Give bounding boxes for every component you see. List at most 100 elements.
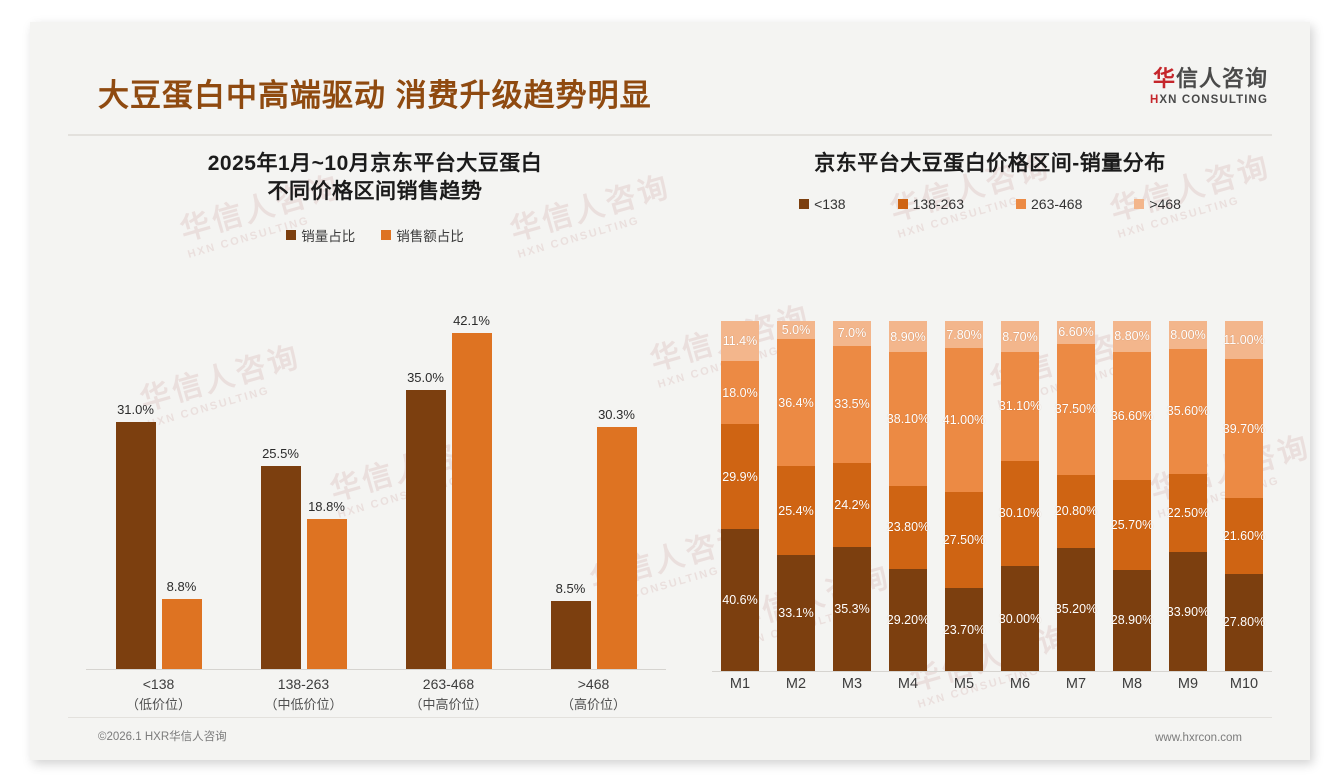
stack-segment-263-468: 41.00% xyxy=(943,348,985,492)
bar-销量占比-263-468[interactable]: 35.0% xyxy=(405,370,446,669)
month-label-M7: M7 xyxy=(1065,676,1087,692)
stack-value-label: 23.80% xyxy=(886,520,930,535)
stack-value-label: 38.10% xyxy=(886,411,930,426)
stack-segment-263-468: 37.50% xyxy=(1055,343,1097,476)
bar-销量占比-<138[interactable]: 31.0% xyxy=(115,402,156,669)
bar-value-label: 18.8% xyxy=(308,498,345,514)
stack-segment->468: 7.80% xyxy=(945,321,983,349)
stack-segment-263-468: 36.60% xyxy=(1111,351,1153,480)
stack-value-label: 7.0% xyxy=(837,326,867,341)
stack-segment->468: 11.4% xyxy=(721,321,759,362)
x-axis-category-labels: <138 （低价位） 138-263 （中低价位） 263-468 （中高价位） >468 （… xyxy=(86,674,666,734)
stacked-column-M3[interactable]: 7.0% 33.5% 24.2% 35.3% xyxy=(833,321,871,671)
bar-销售额占比-263-468[interactable]: 42.1% xyxy=(451,313,492,669)
stacked-column-M6[interactable]: 8.70% 31.10% 30.10% 30.00% xyxy=(998,321,1042,671)
stack-segment->468: 8.80% xyxy=(1113,321,1151,352)
stacked-column-M5[interactable]: 7.80% 41.00% 27.50% 23.70% xyxy=(942,321,986,671)
category-label-138-263: 138-263 （中低价位） xyxy=(264,674,342,715)
grouped-bar-plot: <138 （低价位） 138-263 （中低价位） 263-468 （中高价位） >468 （… xyxy=(86,270,666,712)
left-chart-legend: 销量占比 销售额占比 xyxy=(70,225,680,245)
bar-value-label: 35.0% xyxy=(407,369,444,385)
stack-segment-<138: 33.90% xyxy=(1166,552,1210,671)
category-label->468: >468 （高价位） xyxy=(561,674,626,715)
legend-swatch-icon xyxy=(1016,199,1026,210)
stack-segment-<138: 33.1% xyxy=(777,555,815,671)
stack-value-label: 8.80% xyxy=(1114,329,1150,344)
stack-segment-138-263: 25.70% xyxy=(1111,479,1153,570)
bar-group: 35.0% 42.1% xyxy=(376,270,521,669)
legend-swatch-icon xyxy=(286,229,297,240)
category-label-263-468: 263-468 （中高价位） xyxy=(409,674,487,715)
bar-value-label: 8.5% xyxy=(555,581,586,597)
bar-销售额占比->468[interactable]: 30.3% xyxy=(596,407,637,669)
x-axis-line xyxy=(712,671,1272,672)
stack-value-label: 5.0% xyxy=(781,323,811,338)
stack-segment->468: 11.00% xyxy=(1223,320,1265,360)
legend-item->468[interactable]: >468 xyxy=(1134,196,1181,212)
stacked-column-M10[interactable]: 11.00% 39.70% 21.60% 27.80% xyxy=(1222,320,1266,671)
stacked-column-M4[interactable]: 8.90% 38.10% 23.80% 29.20% xyxy=(886,321,930,671)
page-title: 大豆蛋白中高端驱动 消费升级趋势明显 xyxy=(98,78,652,113)
stack-value-label: 33.90% xyxy=(1166,604,1210,619)
stack-value-label: 27.50% xyxy=(942,532,986,547)
stack-value-label: 11.4% xyxy=(722,334,758,349)
chart-panel-price-trend: 2025年1月~10月京东平台大豆蛋白 不同价格区间销售趋势 销量占比 销售额占比… xyxy=(70,150,680,712)
stack-value-label: 30.10% xyxy=(998,506,1042,521)
legend-item-<138[interactable]: <138 xyxy=(799,196,846,212)
stack-value-label: 27.80% xyxy=(1222,615,1266,630)
stack-segment-<138: 30.00% xyxy=(998,566,1042,671)
stack-value-label: 8.70% xyxy=(1002,329,1038,344)
category-label-main: <138 xyxy=(142,676,175,692)
stack-segment-<138: 35.20% xyxy=(1055,547,1097,671)
bar-销售额占比-138-263[interactable]: 18.8% xyxy=(306,499,347,669)
stack-value-label: 22.50% xyxy=(1166,505,1210,520)
logo-en-mark: H xyxy=(1149,94,1160,106)
legend-item-138-263[interactable]: 138-263 xyxy=(897,196,964,212)
bar-value-label: 25.5% xyxy=(262,445,299,461)
stack-value-label: 23.70% xyxy=(942,622,986,637)
bar-rect xyxy=(596,427,637,669)
bar-销量占比-138-263[interactable]: 25.5% xyxy=(260,446,301,669)
stack-value-label: 40.6% xyxy=(722,592,758,607)
legend-item-销售额占比[interactable]: 销售额占比 xyxy=(381,225,464,245)
stacked-column-M2[interactable]: 5.0% 36.4% 25.4% 33.1% xyxy=(777,321,815,671)
stack-value-label: 8.90% xyxy=(890,329,926,344)
stack-value-label: 29.20% xyxy=(886,612,930,627)
stack-segment-138-263: 29.9% xyxy=(721,424,759,529)
legend-item-销量占比[interactable]: 销量占比 xyxy=(286,225,355,245)
bar-value-label: 8.8% xyxy=(166,578,197,594)
right-chart-legend: <138 138-263 263-468 >468 xyxy=(690,196,1290,212)
stack-value-label: 30.00% xyxy=(998,611,1042,626)
footer-website: www.hxrcon.com xyxy=(1155,732,1242,744)
category-label-sub: （中高价位） xyxy=(409,697,488,712)
stack-segment-138-263: 21.60% xyxy=(1223,498,1265,574)
bar-销量占比->468[interactable]: 8.5% xyxy=(550,581,591,669)
left-chart-title: 2025年1月~10月京东平台大豆蛋白 不同价格区间销售趋势 xyxy=(70,150,680,207)
stacked-column-M8[interactable]: 8.80% 36.60% 25.70% 28.90% xyxy=(1111,321,1153,671)
stack-segment-<138: 28.90% xyxy=(1111,569,1153,671)
stack-segment-<138: 40.6% xyxy=(721,528,759,671)
category-label-main: >468 xyxy=(577,676,610,692)
stacked-column-M7[interactable]: 6.60% 37.50% 20.80% 35.20% xyxy=(1055,320,1097,671)
stacked-column-M1[interactable]: 11.4% 18.0% 29.9% 40.6% xyxy=(721,321,759,671)
legend-item-263-468[interactable]: 263-468 xyxy=(1016,196,1082,212)
stacked-column-M9[interactable]: 8.00% 35.60% 22.50% 33.90% xyxy=(1166,321,1210,671)
legend-swatch-icon xyxy=(897,199,908,210)
bar-value-label: 42.1% xyxy=(453,313,490,329)
footer-copyright: ©2026.1 HXR华信人咨询 xyxy=(98,731,227,743)
category-label-sub: （中低价位） xyxy=(264,697,343,712)
logo-chinese-text: 华信人咨询 xyxy=(1150,68,1268,90)
stack-segment->468: 8.90% xyxy=(889,321,927,353)
left-chart-title-line1: 2025年1月~10月京东平台大豆蛋白 xyxy=(207,152,543,175)
stack-segment-<138: 23.70% xyxy=(942,588,986,671)
bar-销售额占比-<138[interactable]: 8.8% xyxy=(161,579,202,669)
stack-segment->468: 7.0% xyxy=(833,321,871,346)
stack-segment-138-263: 25.4% xyxy=(777,466,815,556)
stack-segment-263-468: 31.10% xyxy=(999,351,1041,461)
bar-group: 31.0% 8.8% xyxy=(86,270,231,669)
stack-value-label: 25.4% xyxy=(778,503,814,518)
month-label-M1: M1 xyxy=(729,676,751,692)
category-label-<138: <138 （低价位） xyxy=(126,674,191,715)
stack-value-label: 33.5% xyxy=(834,397,870,412)
stack-segment-263-468: 39.70% xyxy=(1223,359,1265,499)
